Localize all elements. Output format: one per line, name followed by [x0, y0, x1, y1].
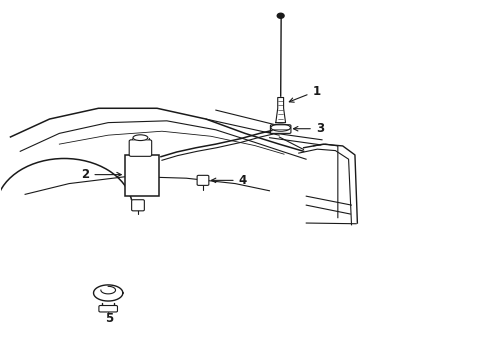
- Text: 4: 4: [211, 174, 247, 187]
- Ellipse shape: [133, 135, 148, 140]
- Text: 5: 5: [105, 311, 113, 325]
- Text: 1: 1: [289, 85, 320, 102]
- Circle shape: [277, 13, 284, 18]
- FancyBboxPatch shape: [270, 125, 291, 134]
- FancyBboxPatch shape: [125, 155, 159, 196]
- FancyBboxPatch shape: [132, 200, 145, 211]
- FancyBboxPatch shape: [99, 306, 118, 312]
- FancyBboxPatch shape: [129, 140, 152, 156]
- Text: 2: 2: [81, 168, 121, 181]
- Text: 3: 3: [294, 122, 324, 135]
- FancyBboxPatch shape: [197, 175, 209, 185]
- Polygon shape: [276, 98, 286, 123]
- Ellipse shape: [271, 124, 291, 131]
